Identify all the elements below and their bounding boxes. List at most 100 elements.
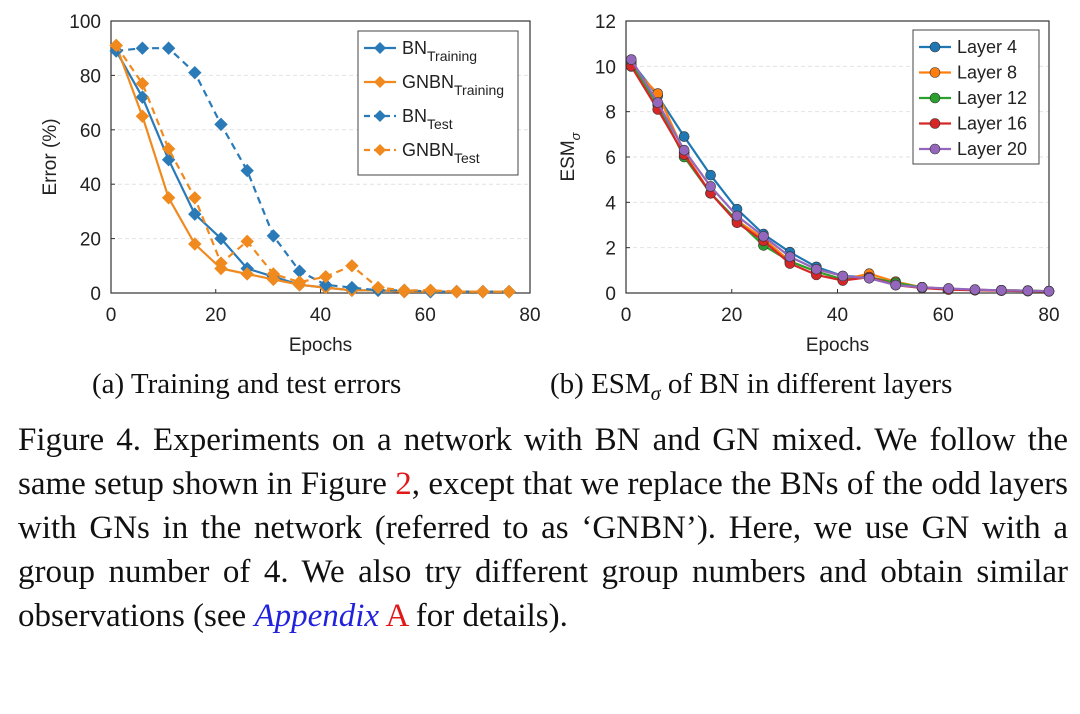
data-point bbox=[240, 163, 254, 178]
legend-marker bbox=[929, 143, 941, 155]
subcaption-b: (b) ESMσ of BN in different layers bbox=[550, 368, 952, 406]
data-point bbox=[345, 280, 359, 295]
legend-label: Layer 20 bbox=[957, 139, 1027, 159]
series-line bbox=[116, 47, 509, 293]
x-tick-label: 60 bbox=[415, 305, 436, 326]
data-point bbox=[188, 191, 202, 205]
data-point bbox=[625, 54, 637, 65]
y-tick-label: 0 bbox=[90, 284, 101, 305]
series-line bbox=[115, 44, 509, 293]
data-point bbox=[240, 267, 254, 281]
data-point bbox=[292, 275, 307, 289]
legend-item: Layer 8 bbox=[919, 63, 1017, 83]
y-tick-label: 6 bbox=[605, 148, 616, 169]
appendix-link[interactable]: Appendix bbox=[254, 598, 380, 634]
data-point bbox=[214, 231, 228, 246]
legend-item: Layer 20 bbox=[919, 139, 1027, 159]
data-point bbox=[319, 278, 333, 292]
y-tick-label: 10 bbox=[595, 57, 616, 78]
x-tick-label: 0 bbox=[621, 305, 632, 326]
y-tick-label: 100 bbox=[69, 12, 101, 33]
legend-label-sub: Training bbox=[427, 48, 477, 64]
y-tick-label: 20 bbox=[80, 230, 101, 251]
data-point bbox=[916, 282, 928, 293]
data-point bbox=[476, 284, 490, 299]
y-tick-label: 40 bbox=[80, 175, 101, 196]
data-point bbox=[705, 181, 716, 192]
data-point bbox=[969, 284, 981, 295]
x-axis-label: Epochs bbox=[289, 335, 352, 356]
data-point bbox=[678, 144, 690, 156]
x-tick-label: 80 bbox=[519, 305, 540, 326]
data-point bbox=[109, 38, 123, 53]
legend-marker bbox=[374, 110, 386, 122]
data-point bbox=[811, 263, 822, 275]
data-point bbox=[266, 267, 281, 281]
series-layer-20 bbox=[625, 54, 1055, 297]
legend-label: Layer 16 bbox=[957, 114, 1027, 134]
data-point bbox=[135, 90, 150, 104]
y-tick-label: 12 bbox=[595, 12, 616, 33]
data-point bbox=[863, 272, 875, 284]
data-point bbox=[705, 169, 716, 181]
data-point bbox=[943, 283, 954, 294]
data-point bbox=[240, 234, 254, 249]
legend-marker bbox=[929, 92, 941, 104]
x-tick-label: 40 bbox=[310, 305, 331, 326]
data-point bbox=[449, 284, 464, 299]
y-tick-label: 4 bbox=[605, 193, 616, 214]
legend-marker bbox=[929, 67, 941, 78]
data-point bbox=[652, 97, 664, 108]
y-axis-label: ESMσ bbox=[558, 131, 583, 181]
subcaption-a-text: (a) Training and test errors bbox=[92, 368, 402, 400]
x-tick-label: 20 bbox=[205, 305, 226, 326]
data-point bbox=[319, 269, 333, 284]
figure-caption: Figure 4. Experiments on a network with … bbox=[18, 418, 1068, 638]
legend-item: Layer 16 bbox=[919, 114, 1027, 134]
data-point bbox=[135, 109, 150, 123]
data-point bbox=[502, 284, 516, 299]
series-gnbn-test bbox=[109, 38, 516, 299]
legend-item: Layer 12 bbox=[919, 88, 1027, 108]
y-axis-label: Error (%) bbox=[40, 118, 61, 195]
data-point bbox=[837, 270, 849, 282]
y-tick-label: 60 bbox=[80, 121, 101, 142]
data-point bbox=[135, 76, 150, 91]
subcaption-a: (a) Training and test errors bbox=[92, 368, 401, 401]
data-point bbox=[188, 237, 202, 251]
x-tick-label: 20 bbox=[721, 305, 742, 326]
legend-marker bbox=[374, 144, 386, 156]
data-point bbox=[188, 207, 202, 221]
data-point bbox=[214, 256, 228, 270]
data-point bbox=[266, 229, 281, 243]
caption-text-after: for details). bbox=[407, 598, 568, 634]
data-point bbox=[397, 283, 412, 297]
y-axis-label-sub: σ bbox=[568, 131, 583, 140]
appendix-a-link[interactable]: A bbox=[385, 598, 408, 634]
data-point bbox=[161, 142, 176, 156]
caption-text-middle: , except that we replace the BNs of the … bbox=[18, 466, 1068, 634]
figure-2-link[interactable]: 2 bbox=[395, 466, 412, 502]
legend-label-sub: Training bbox=[454, 82, 504, 98]
data-point bbox=[135, 41, 150, 55]
y-tick-label: 2 bbox=[605, 239, 616, 260]
subcaption-b-sub: σ bbox=[650, 382, 661, 405]
chart-a: 0 20 40 60 80 0 20 40 60 80 100 Epochs Error (%) BNTr… bbox=[40, 12, 541, 356]
data-point bbox=[214, 117, 228, 132]
x-axis-label: Epochs bbox=[806, 335, 869, 356]
legend-label-sub: Test bbox=[454, 150, 480, 166]
legend-label-sub: Test bbox=[427, 116, 453, 132]
data-point bbox=[678, 131, 690, 142]
data-point bbox=[758, 231, 769, 242]
x-tick-label: 60 bbox=[933, 305, 954, 326]
legend-marker bbox=[929, 41, 941, 53]
y-tick-label: 0 bbox=[605, 284, 616, 305]
data-point bbox=[161, 191, 176, 205]
legend-label: Layer 4 bbox=[957, 37, 1017, 57]
data-point bbox=[1022, 285, 1034, 297]
data-point bbox=[1043, 285, 1055, 297]
data-point bbox=[345, 259, 359, 273]
data-point bbox=[784, 251, 796, 263]
